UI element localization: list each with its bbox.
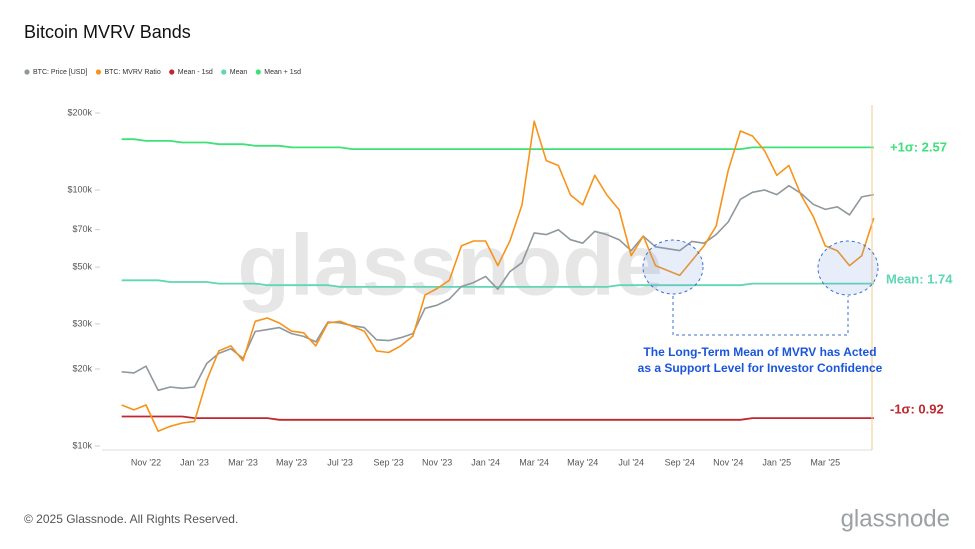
legend-label: BTC: MVRV Ratio — [104, 69, 160, 76]
legend-item: BTC: Price [USD] — [24, 69, 88, 76]
legend-item: BTC: MVRV Ratio — [95, 69, 161, 76]
legend-item: Mean + 1sd — [255, 69, 301, 76]
callout-text: The Long-Term Mean of MVRV has Acted — [643, 345, 876, 359]
band-label: -1σ: 0.92 — [890, 401, 944, 416]
y-tick-label: $200k — [67, 107, 92, 117]
legend-item: Mean - 1sd — [169, 69, 213, 76]
x-tick-label: Jul '23 — [327, 457, 353, 467]
x-tick-label: May '23 — [276, 457, 307, 467]
x-tick-label: May '24 — [567, 457, 598, 467]
legend-label: Mean — [230, 69, 248, 76]
x-tick-label: Nov '22 — [131, 457, 161, 467]
y-tick-label: $50k — [72, 261, 92, 271]
series-line — [121, 279, 874, 288]
connector — [672, 296, 849, 336]
highlight-ellipse — [817, 240, 879, 296]
legend-label: Mean - 1sd — [178, 69, 213, 76]
x-tick-label: Mar '25 — [810, 457, 840, 467]
series-line — [121, 415, 874, 421]
x-tick-label: Jan '24 — [471, 457, 500, 467]
band-label: Mean: 1.74 — [886, 271, 953, 286]
x-tick-label: Nov '24 — [713, 457, 743, 467]
x-tick-label: Jan '25 — [762, 457, 791, 467]
x-tick-label: Nov '23 — [422, 457, 452, 467]
legend-swatch — [255, 69, 261, 75]
legend-label: BTC: Price [USD] — [33, 69, 88, 76]
y-tick-label: $30k — [72, 318, 92, 328]
callout-text: as a Support Level for Investor Confiden… — [638, 361, 883, 375]
x-tick-label: Mar '24 — [519, 457, 549, 467]
x-tick-label: Sep '24 — [665, 457, 695, 467]
chart-title: Bitcoin MVRV Bands — [24, 22, 191, 42]
legend-swatch — [221, 69, 227, 75]
legend-swatch — [169, 69, 175, 75]
legend-swatch — [24, 69, 30, 75]
series-line — [121, 138, 874, 150]
y-tick-label: $70k — [72, 224, 92, 234]
x-tick-label: Mar '23 — [228, 457, 258, 467]
legend-label: Mean + 1sd — [264, 69, 301, 76]
x-tick-label: Sep '23 — [373, 457, 403, 467]
band-label: +1σ: 2.57 — [890, 139, 947, 154]
y-tick-label: $20k — [72, 363, 92, 373]
x-tick-label: Jul '24 — [618, 457, 644, 467]
x-tick-label: Jan '23 — [180, 457, 209, 467]
y-tick-label: $100k — [67, 184, 92, 194]
footer: © 2025 Glassnode. All Rights Reserved. — [24, 512, 238, 526]
legend-item: Mean — [221, 69, 247, 76]
logo: glassnode — [841, 505, 950, 532]
plot-area: $10k $20k $30k $50k $70k $100k $200k Nov '22 Jan… — [67, 107, 875, 467]
y-tick-label: $10k — [72, 440, 92, 450]
series-line — [121, 120, 875, 432]
legend-swatch — [95, 69, 102, 75]
highlight-ellipse — [642, 239, 704, 295]
